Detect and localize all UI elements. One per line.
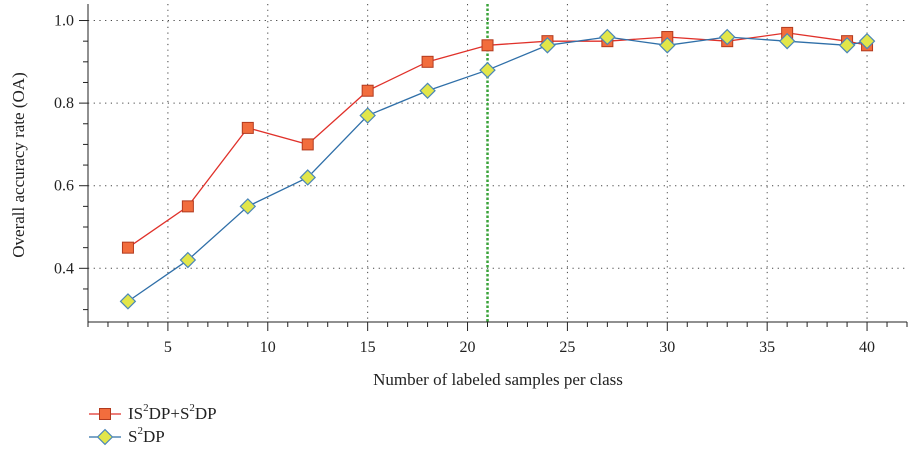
- legend-label-series-1: IS2DP+S2DP: [128, 401, 217, 424]
- y-tick-label: 0.4: [54, 260, 74, 277]
- legend-marker-shape: [96, 428, 114, 445]
- legend-marker-shape: [99, 407, 111, 420]
- y-tick-label: 0.6: [54, 178, 74, 195]
- x-tick-label: 30: [659, 339, 675, 356]
- data-point: [419, 82, 436, 100]
- data-point: [241, 121, 254, 134]
- x-tick-label: 35: [759, 339, 775, 356]
- x-tick-label: 5: [164, 339, 172, 356]
- data-point: [718, 28, 736, 46]
- x-axis-title: Number of labeled samples per class: [373, 370, 623, 389]
- legend-text-part: DP+S: [148, 403, 190, 423]
- legend-item-series-2: S2DP: [88, 425, 217, 448]
- x-tick-label: 25: [559, 339, 575, 356]
- legend-superscript: 2: [189, 401, 195, 414]
- data-point: [838, 37, 856, 54]
- series-1: [121, 26, 874, 254]
- y-tick-label: 1.0: [54, 13, 74, 30]
- data-point: [121, 241, 134, 254]
- legend-item-series-1: IS2DP+S2DP: [88, 402, 217, 425]
- y-tick-label: 0.8: [54, 95, 74, 112]
- series-line: [127, 32, 868, 249]
- y-axis-title: Overall accuracy rate (OA): [9, 72, 28, 257]
- legend-superscript: 2: [137, 424, 143, 437]
- line-chart: 5 10 15 20 25 30 35 40 0.4 0.6 0.8 1.0 Number of la…: [9, 4, 908, 389]
- series-layer: [119, 26, 876, 310]
- axes: 5 10 15 20 25 30 35 40 0.4 0.6 0.8 1.0: [54, 4, 908, 356]
- diamond-marker-icon: [89, 428, 121, 445]
- data-point: [361, 84, 374, 97]
- x-tick-label: 40: [859, 339, 875, 356]
- data-point: [181, 200, 194, 213]
- x-tick-label: 10: [260, 339, 276, 356]
- legend-text-part: DP: [194, 403, 217, 423]
- legend-text-part: DP: [142, 426, 165, 446]
- series-line: [127, 36, 868, 302]
- x-tick-label: 20: [460, 339, 476, 356]
- data-point: [301, 138, 314, 151]
- data-point: [481, 39, 494, 52]
- data-point: [119, 293, 137, 310]
- legend-superscript: 2: [143, 401, 149, 414]
- legend-label-series-2: S2DP: [128, 424, 165, 447]
- x-tick-label: 15: [360, 339, 376, 356]
- data-point: [778, 32, 796, 50]
- data-point: [858, 32, 876, 50]
- data-point: [599, 28, 616, 46]
- data-point: [479, 61, 496, 79]
- data-point: [539, 37, 556, 54]
- grid: [88, 4, 907, 322]
- data-point: [239, 198, 257, 215]
- data-point: [179, 251, 197, 269]
- legend-text-part: S: [128, 426, 138, 446]
- square-marker-icon: [89, 407, 121, 420]
- data-point: [421, 55, 434, 68]
- legend-text-part: IS: [128, 403, 144, 423]
- data-point: [359, 107, 376, 124]
- series-2: [119, 28, 876, 310]
- data-point: [659, 37, 676, 54]
- data-point: [299, 169, 317, 186]
- legend: IS2DP+S2DP S2DP: [88, 402, 217, 448]
